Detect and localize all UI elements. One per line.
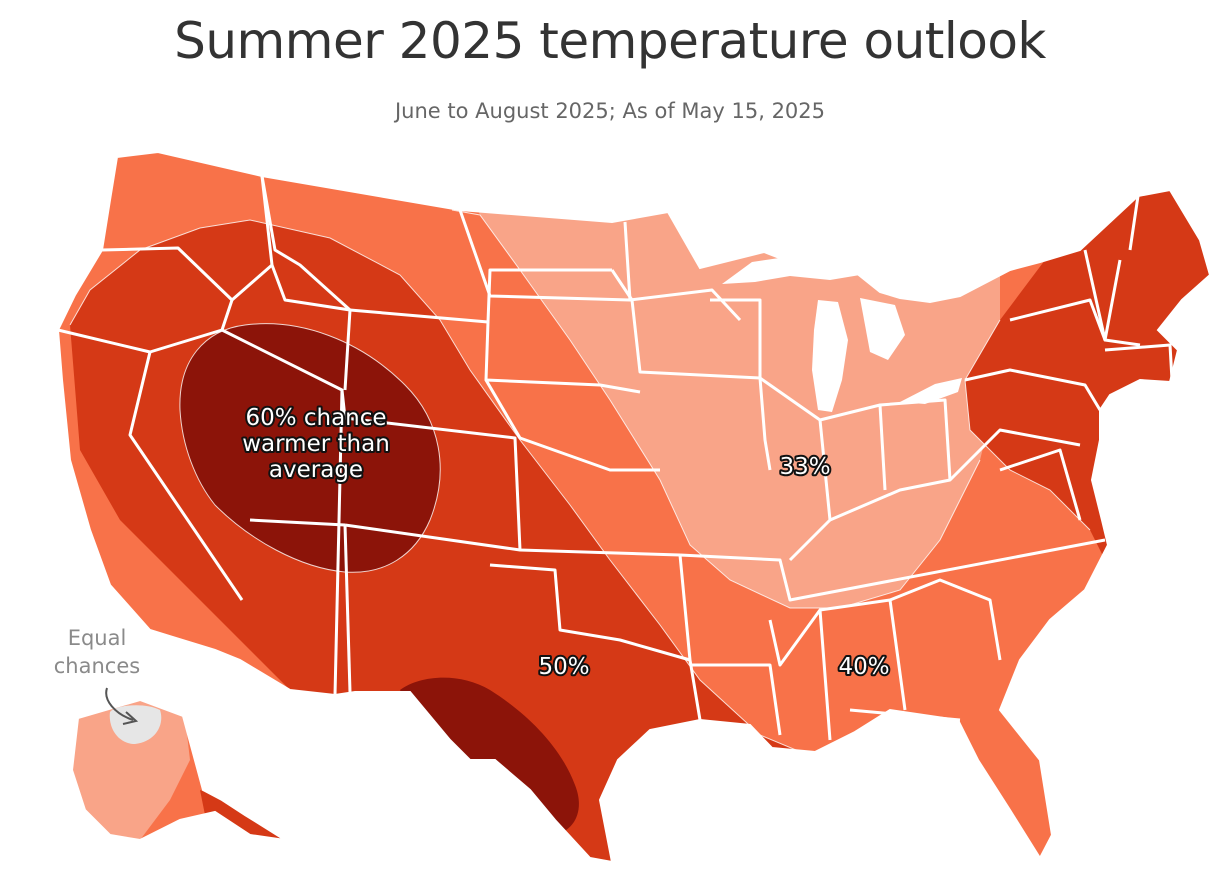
label-60-line3: average (269, 457, 363, 483)
lake-michigan (812, 300, 848, 412)
band-60-percent-west (179, 323, 441, 573)
state-boundaries (57, 175, 1174, 741)
equal-chances-label-line1: Equal (68, 626, 127, 650)
lake-superior (722, 255, 860, 284)
alaska-band-33 (72, 700, 190, 840)
label-60-line1: 60% chance (245, 405, 386, 431)
great-lakes (722, 255, 962, 412)
label-33-percent: 33% (779, 454, 830, 480)
lake-erie (900, 378, 962, 404)
equal-chances-arrow-icon (105, 687, 134, 721)
page-title: Summer 2025 temperature outlook (174, 12, 1046, 70)
equal-chances-label-line2: chances (54, 654, 140, 678)
label-50-percent: 50% (538, 654, 589, 680)
label-40-percent: 40% (838, 654, 889, 680)
alaska-band-50 (200, 790, 285, 840)
lake-huron (860, 298, 905, 360)
label-60-line2: warmer than (242, 431, 390, 457)
page-subtitle: June to August 2025; As of May 15, 2025 (394, 99, 826, 123)
